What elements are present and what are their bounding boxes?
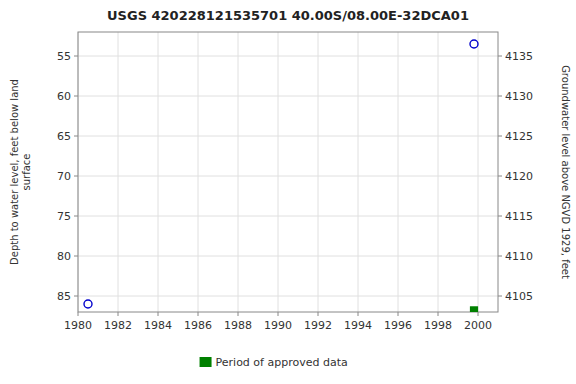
x-grid-line bbox=[478, 32, 479, 312]
y2-tick bbox=[498, 136, 502, 137]
y2-axis-label: Groundwater level above NGVD 1929, feet bbox=[560, 65, 571, 279]
y-axis-label-line: surface bbox=[21, 154, 32, 191]
plot-background bbox=[78, 32, 498, 312]
y2-tick bbox=[498, 56, 502, 57]
y2-tick-label: 4135 bbox=[505, 50, 533, 63]
x-tick bbox=[398, 312, 399, 316]
x-tick bbox=[358, 312, 359, 316]
point-circle bbox=[84, 300, 92, 308]
x-tick-label: 1990 bbox=[264, 319, 292, 332]
legend-swatch bbox=[200, 357, 212, 367]
x-tick-label: 1984 bbox=[144, 319, 172, 332]
x-grid-line bbox=[278, 32, 279, 312]
y-tick bbox=[74, 176, 78, 177]
x-grid-line bbox=[358, 32, 359, 312]
y-tick bbox=[74, 256, 78, 257]
y-tick-label: 75 bbox=[57, 210, 71, 223]
x-tick-label: 1998 bbox=[424, 319, 452, 332]
x-grid-line bbox=[318, 32, 319, 312]
y2-tick-label: 4115 bbox=[505, 210, 533, 223]
x-tick-label: 1988 bbox=[224, 319, 252, 332]
x-tick-label: 2000 bbox=[464, 319, 492, 332]
x-grid-line bbox=[198, 32, 199, 312]
y-tick-label: 85 bbox=[57, 290, 71, 303]
x-tick bbox=[158, 312, 159, 316]
y-tick-label: 55 bbox=[57, 50, 71, 63]
y-tick bbox=[74, 136, 78, 137]
x-tick-label: 1996 bbox=[384, 319, 412, 332]
x-grid-line bbox=[118, 32, 119, 312]
legend: Period of approved data bbox=[200, 356, 348, 369]
x-grid-line bbox=[438, 32, 439, 312]
y-grid-line bbox=[78, 136, 498, 137]
chart: 1980 1982 1984 1986 1988 1990 1992 1994 1996 1998… bbox=[0, 0, 576, 384]
x-tick bbox=[198, 312, 199, 316]
point-square bbox=[471, 307, 478, 312]
y-tick-label: 60 bbox=[57, 90, 71, 103]
x-tick bbox=[318, 312, 319, 316]
axes: 1980 1982 1984 1986 1988 1990 1992 1994 1996 1998… bbox=[57, 50, 533, 332]
point-circle bbox=[470, 40, 478, 48]
legend-label: Period of approved data bbox=[216, 356, 348, 369]
y-tick bbox=[74, 296, 78, 297]
x-tick-label: 1994 bbox=[344, 319, 372, 332]
y-grid-line bbox=[78, 296, 498, 297]
y-axis-label: Depth to water level, feet below landsur… bbox=[9, 79, 32, 265]
y2-tick bbox=[498, 176, 502, 177]
x-tick bbox=[238, 312, 239, 316]
x-grid-line bbox=[398, 32, 399, 312]
x-tick-label: 1980 bbox=[64, 319, 92, 332]
x-tick-label: 1986 bbox=[184, 319, 212, 332]
x-grid-line bbox=[238, 32, 239, 312]
y-grid-line bbox=[78, 176, 498, 177]
grid bbox=[78, 32, 498, 312]
x-tick-label: 1982 bbox=[104, 319, 132, 332]
y-grid-line bbox=[78, 256, 498, 257]
y-tick bbox=[74, 216, 78, 217]
marks bbox=[84, 40, 478, 312]
y-axis-label-line: Depth to water level, feet below land bbox=[9, 79, 20, 265]
plot-frame bbox=[78, 32, 498, 312]
y2-tick-label: 4130 bbox=[505, 90, 533, 103]
y2-tick-label: 4105 bbox=[505, 290, 533, 303]
y2-tick bbox=[498, 216, 502, 217]
y-grid-line bbox=[78, 56, 498, 57]
x-tick bbox=[438, 312, 439, 316]
x-tick-label: 1992 bbox=[304, 319, 332, 332]
y-tick bbox=[74, 96, 78, 97]
y2-tick bbox=[498, 96, 502, 97]
y-tick bbox=[74, 56, 78, 57]
x-tick bbox=[478, 312, 479, 316]
x-tick bbox=[78, 312, 79, 316]
y-grid-line bbox=[78, 96, 498, 97]
x-tick bbox=[278, 312, 279, 316]
y2-tick-label: 4120 bbox=[505, 170, 533, 183]
y-tick-label: 80 bbox=[57, 250, 71, 263]
y-tick-label: 65 bbox=[57, 130, 71, 143]
y-tick-label: 70 bbox=[57, 170, 71, 183]
y-grid-line bbox=[78, 216, 498, 217]
x-grid-line bbox=[158, 32, 159, 312]
title: USGS 420228121535701 40.00S/08.00E-32DCA… bbox=[107, 8, 469, 23]
x-tick bbox=[118, 312, 119, 316]
y2-tick bbox=[498, 296, 502, 297]
y2-tick bbox=[498, 256, 502, 257]
y2-tick-label: 4110 bbox=[505, 250, 533, 263]
y2-tick-label: 4125 bbox=[505, 130, 533, 143]
